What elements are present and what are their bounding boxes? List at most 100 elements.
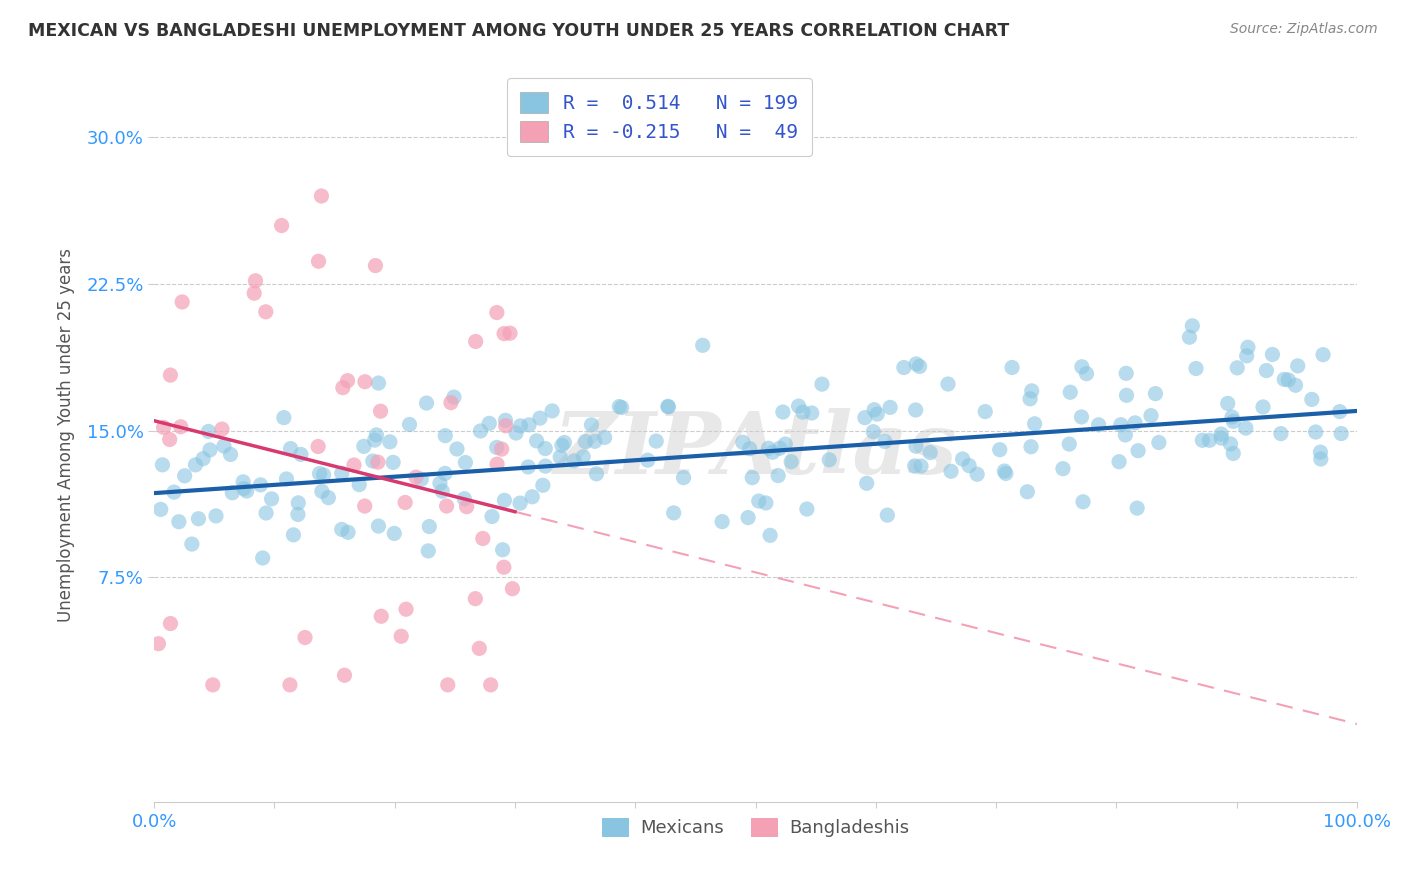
Point bbox=[163, 485, 186, 500]
Point bbox=[330, 522, 353, 536]
Point bbox=[1237, 340, 1260, 354]
Point bbox=[811, 377, 834, 392]
Point bbox=[553, 435, 575, 450]
Point bbox=[853, 410, 876, 425]
Point bbox=[762, 445, 785, 459]
Point bbox=[908, 359, 931, 374]
Point bbox=[370, 404, 392, 418]
Point bbox=[792, 405, 814, 419]
Point bbox=[152, 420, 174, 434]
Point bbox=[172, 295, 194, 310]
Point bbox=[758, 442, 780, 456]
Point bbox=[354, 375, 377, 389]
Point bbox=[534, 442, 557, 456]
Point bbox=[711, 515, 734, 529]
Point bbox=[1312, 348, 1334, 362]
Point bbox=[398, 417, 420, 432]
Point bbox=[572, 450, 595, 464]
Point bbox=[637, 453, 659, 467]
Point bbox=[205, 508, 228, 523]
Point bbox=[939, 464, 962, 478]
Point bbox=[198, 442, 221, 457]
Point bbox=[308, 467, 330, 481]
Point bbox=[411, 472, 433, 486]
Point bbox=[478, 417, 501, 431]
Point bbox=[1222, 446, 1244, 460]
Point bbox=[290, 447, 312, 461]
Point bbox=[1087, 417, 1109, 432]
Point bbox=[436, 678, 458, 692]
Point bbox=[893, 360, 915, 375]
Point bbox=[243, 286, 266, 301]
Point bbox=[905, 439, 928, 453]
Point bbox=[167, 515, 190, 529]
Point bbox=[367, 455, 389, 469]
Point bbox=[741, 470, 763, 484]
Point bbox=[1301, 392, 1323, 407]
Point bbox=[382, 455, 405, 469]
Point bbox=[481, 509, 503, 524]
Point bbox=[1284, 378, 1306, 392]
Point bbox=[499, 326, 522, 341]
Point bbox=[454, 456, 477, 470]
Point bbox=[353, 499, 375, 513]
Point bbox=[787, 399, 810, 413]
Point bbox=[485, 305, 508, 319]
Point bbox=[583, 434, 606, 449]
Point bbox=[531, 478, 554, 492]
Point bbox=[495, 418, 517, 433]
Point bbox=[353, 439, 375, 453]
Point bbox=[1181, 318, 1204, 333]
Point bbox=[574, 434, 596, 449]
Point bbox=[311, 189, 333, 203]
Point bbox=[1019, 440, 1042, 454]
Point bbox=[1017, 484, 1039, 499]
Point bbox=[1115, 367, 1137, 381]
Point bbox=[1123, 416, 1146, 430]
Point bbox=[1019, 392, 1042, 406]
Point bbox=[159, 616, 181, 631]
Point bbox=[1216, 396, 1239, 410]
Point bbox=[307, 440, 329, 454]
Point bbox=[254, 506, 277, 520]
Point bbox=[453, 491, 475, 506]
Point bbox=[1057, 437, 1080, 451]
Point bbox=[866, 407, 889, 421]
Point bbox=[415, 396, 437, 410]
Point bbox=[418, 544, 440, 558]
Point bbox=[1286, 359, 1309, 373]
Point bbox=[759, 528, 782, 542]
Point bbox=[245, 274, 267, 288]
Point bbox=[905, 357, 928, 371]
Point bbox=[219, 447, 242, 461]
Point bbox=[1076, 367, 1098, 381]
Point bbox=[952, 452, 974, 467]
Point bbox=[495, 413, 517, 427]
Point bbox=[311, 484, 333, 499]
Point bbox=[517, 459, 540, 474]
Point bbox=[1270, 426, 1292, 441]
Point bbox=[405, 470, 427, 484]
Point bbox=[479, 678, 502, 692]
Point bbox=[1222, 414, 1244, 428]
Point bbox=[1070, 359, 1092, 374]
Point bbox=[1185, 361, 1208, 376]
Text: MEXICAN VS BANGLADESHI UNEMPLOYMENT AMONG YOUTH UNDER 25 YEARS CORRELATION CHART: MEXICAN VS BANGLADESHI UNEMPLOYMENT AMON… bbox=[28, 22, 1010, 40]
Point bbox=[464, 334, 486, 349]
Point bbox=[1108, 455, 1130, 469]
Point bbox=[464, 591, 486, 606]
Point bbox=[737, 510, 759, 524]
Point bbox=[212, 439, 235, 453]
Point bbox=[494, 326, 516, 341]
Point bbox=[486, 457, 509, 471]
Point bbox=[780, 455, 803, 469]
Point bbox=[957, 458, 980, 473]
Point bbox=[585, 467, 607, 481]
Point bbox=[491, 542, 513, 557]
Point bbox=[862, 425, 884, 439]
Point bbox=[657, 400, 679, 414]
Point bbox=[287, 496, 309, 510]
Point bbox=[1109, 417, 1132, 432]
Point bbox=[1052, 461, 1074, 475]
Point bbox=[607, 400, 630, 414]
